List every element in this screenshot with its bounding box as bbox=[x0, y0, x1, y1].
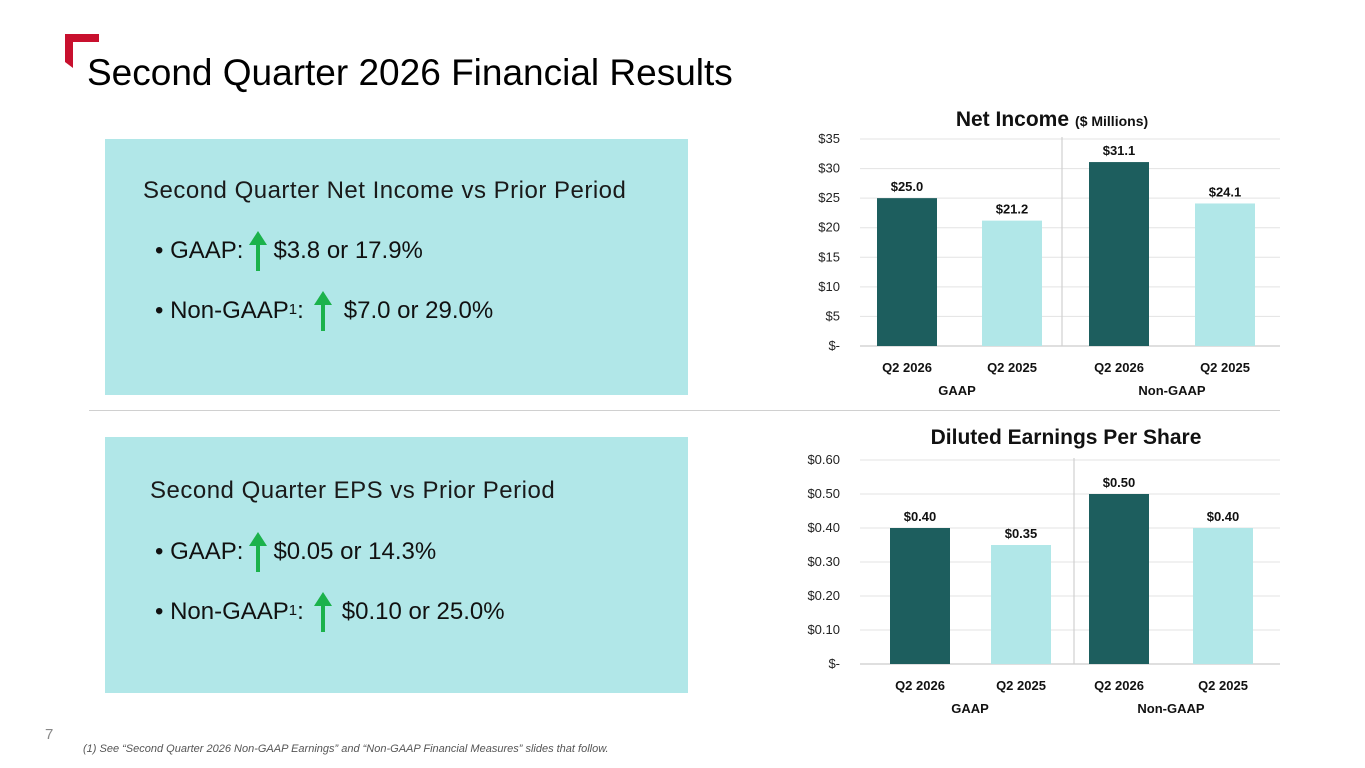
y-tick-label: $0.20 bbox=[807, 588, 840, 603]
bar bbox=[1195, 203, 1255, 346]
bar bbox=[1089, 162, 1149, 346]
data-label: $31.1 bbox=[1103, 143, 1136, 158]
y-tick-label: $- bbox=[828, 338, 840, 353]
y-tick-label: $35 bbox=[818, 131, 840, 146]
data-label: $0.35 bbox=[1005, 526, 1038, 541]
chart-title: Net Income ($ Millions) bbox=[956, 108, 1148, 131]
bar bbox=[982, 220, 1042, 346]
x-tick-label: Q2 2026 bbox=[882, 360, 932, 375]
chart-title-main: Diluted Earnings Per Share bbox=[931, 426, 1202, 449]
bullet-label: • Non-GAAP bbox=[155, 598, 289, 625]
y-tick-label: $0.60 bbox=[807, 452, 840, 467]
footnote-ref: 1 bbox=[288, 601, 298, 619]
data-label: $0.40 bbox=[904, 509, 937, 524]
footnote: (1) See “Second Quarter 2026 Non-GAAP Ea… bbox=[83, 743, 609, 755]
page-number: 7 bbox=[45, 726, 54, 743]
eps-nongaap-bullet: • Non-GAAP 1: $0.10 or 25.0% bbox=[155, 592, 505, 632]
y-tick-label: $0.10 bbox=[807, 622, 840, 637]
x-tick-label: Q2 2025 bbox=[1200, 360, 1250, 375]
y-tick-label: $- bbox=[828, 656, 840, 671]
eps-gaap-bullet: • GAAP: $0.05 or 14.3% bbox=[155, 532, 436, 572]
bar bbox=[890, 528, 950, 664]
eps-chart: Diluted Earnings Per Share $- $0.10 $0.20 $0… bbox=[807, 426, 1280, 716]
x-tick-label: Q2 2025 bbox=[996, 678, 1046, 693]
data-label: $25.0 bbox=[891, 179, 924, 194]
group-label: GAAP bbox=[951, 701, 989, 716]
bullet-colon: : bbox=[297, 297, 304, 324]
y-tick-label: $5 bbox=[826, 308, 840, 323]
eps-summary-panel: Second Quarter EPS vs Prior Period • GAA… bbox=[105, 437, 688, 693]
net-income-gaap-bullet: • GAAP: $3.8 or 17.9% bbox=[155, 231, 423, 271]
x-tick-label: Q2 2025 bbox=[1198, 678, 1248, 693]
data-label: $24.1 bbox=[1209, 184, 1242, 199]
x-tick-label: Q2 2026 bbox=[895, 678, 945, 693]
bullet-label: • GAAP: bbox=[155, 538, 244, 565]
bar bbox=[1089, 494, 1149, 664]
x-tick-label: Q2 2025 bbox=[987, 360, 1037, 375]
up-arrow-icon bbox=[313, 291, 332, 331]
x-tick-label: Q2 2026 bbox=[1094, 678, 1144, 693]
y-tick-label: $25 bbox=[818, 190, 840, 205]
eps-summary-heading: Second Quarter EPS vs Prior Period bbox=[150, 477, 556, 504]
chart-title: Diluted Earnings Per Share bbox=[931, 426, 1202, 449]
group-label: Non-GAAP bbox=[1137, 701, 1204, 716]
bullet-label: • Non-GAAP bbox=[155, 297, 289, 324]
net-income-summary-heading: Second Quarter Net Income vs Prior Perio… bbox=[143, 177, 627, 204]
y-tick-label: $0.30 bbox=[807, 554, 840, 569]
page-title: Second Quarter 2026 Financial Results bbox=[87, 52, 733, 93]
up-arrow-icon bbox=[313, 592, 332, 632]
section-divider bbox=[89, 410, 1280, 411]
bullet-value: $7.0 or 29.0% bbox=[343, 297, 494, 324]
data-label: $0.50 bbox=[1103, 475, 1136, 490]
data-label: $21.2 bbox=[996, 202, 1029, 217]
bullet-value: $0.05 or 14.3% bbox=[273, 538, 437, 565]
bar bbox=[877, 198, 937, 346]
brand-logo-mark bbox=[65, 34, 99, 68]
y-tick-label: $15 bbox=[818, 249, 840, 264]
net-income-nongaap-bullet: • Non-GAAP 1: $7.0 or 29.0% bbox=[155, 291, 493, 331]
y-tick-label: $0.50 bbox=[807, 486, 840, 501]
group-label: Non-GAAP bbox=[1138, 383, 1205, 398]
net-income-chart: Net Income ($ Millions) $- $5 $10 $15 $20 $25 $3… bbox=[818, 108, 1280, 398]
bullet-value: $0.10 or 25.0% bbox=[341, 598, 505, 625]
y-tick-label: $20 bbox=[818, 220, 840, 235]
bar bbox=[1193, 528, 1253, 664]
chart-title-main: Net Income bbox=[956, 108, 1069, 131]
group-label: GAAP bbox=[938, 383, 976, 398]
y-tick-label: $0.40 bbox=[807, 520, 840, 535]
chart-title-units: ($ Millions) bbox=[1075, 113, 1148, 129]
x-tick-label: Q2 2026 bbox=[1094, 360, 1144, 375]
bullet-colon: : bbox=[297, 598, 304, 625]
y-tick-label: $10 bbox=[818, 279, 840, 294]
net-income-summary-panel: Second Quarter Net Income vs Prior Perio… bbox=[105, 139, 688, 395]
up-arrow-icon bbox=[249, 532, 268, 572]
bullet-label: • GAAP: bbox=[155, 237, 244, 264]
bullet-value: $3.8 or 17.9% bbox=[273, 237, 423, 264]
up-arrow-icon bbox=[249, 231, 268, 271]
data-label: $0.40 bbox=[1207, 509, 1240, 524]
footnote-ref: 1 bbox=[288, 300, 298, 318]
bar bbox=[991, 545, 1051, 664]
y-tick-label: $30 bbox=[818, 161, 840, 176]
